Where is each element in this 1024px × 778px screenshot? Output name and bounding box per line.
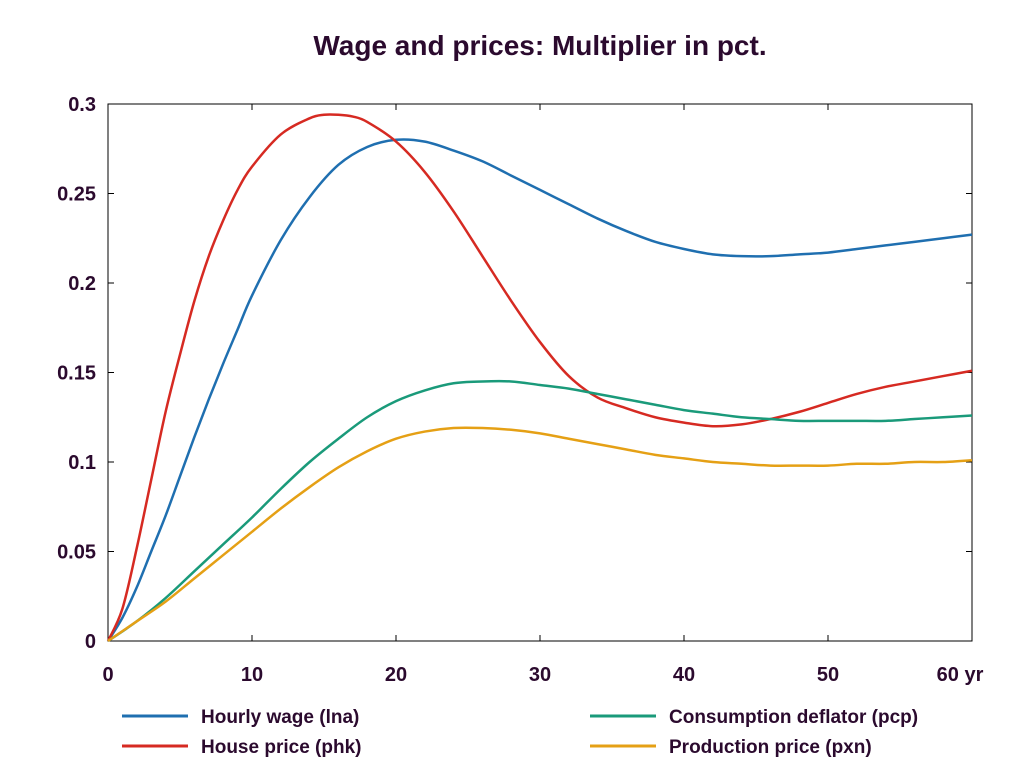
- x-tick-label: 20: [385, 664, 407, 686]
- x-tick-label: 0: [102, 664, 113, 686]
- series-line: [107, 426, 973, 643]
- plot-frame: [107, 103, 973, 642]
- legend: Hourly wage (lna) House price (phk) Consum…: [122, 707, 918, 758]
- x-tick-label: 30: [529, 664, 551, 686]
- x-tick-label: 60 yr: [937, 664, 984, 686]
- y-tick-label: 0.25: [57, 184, 96, 206]
- series-line: [106, 138, 973, 642]
- y-tick-label: 0: [85, 631, 96, 653]
- y-tick-label: 0.15: [57, 363, 96, 385]
- y-tick-label: 0.1: [68, 452, 96, 474]
- x-tick-label: 50: [817, 664, 839, 686]
- legend-label: House price (phk): [201, 737, 361, 758]
- chart-title: Wage and prices: Multiplier in pct.: [313, 30, 767, 61]
- x-tick-label: 40: [673, 664, 695, 686]
- axis-ticks: 0 0.05 0.1 0.15 0.2 0.25 0.3 0 10 20 30 40 50 60 yr: [57, 94, 984, 686]
- x-tick-label: 10: [241, 664, 263, 686]
- y-tick-label: 0.05: [57, 542, 96, 564]
- y-tick-label: 0.3: [68, 94, 96, 116]
- legend-label: Production price (pxn): [669, 737, 872, 758]
- series-lines: [106, 113, 973, 643]
- legend-label: Consumption deflator (pcp): [669, 707, 918, 728]
- y-tick-label: 0.2: [68, 273, 96, 295]
- series-line: [106, 113, 973, 642]
- series-line: [107, 379, 973, 643]
- legend-label: Hourly wage (lna): [201, 707, 359, 728]
